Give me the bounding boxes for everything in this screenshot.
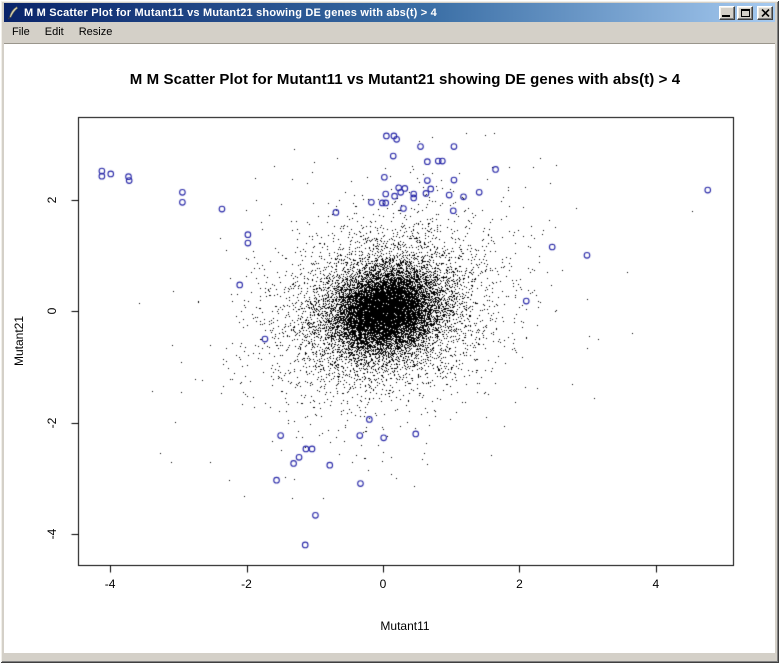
menu-resize[interactable]: Resize — [78, 26, 113, 38]
x-tick-label: -2 — [241, 577, 252, 591]
close-button[interactable] — [757, 5, 773, 20]
maximize-icon — [740, 8, 750, 17]
menu-file[interactable]: File — [12, 26, 30, 38]
y-tick-label: -2 — [45, 417, 59, 429]
y-axis-label: Mutant21 — [12, 315, 26, 367]
plot-title: M M Scatter Plot for Mutant11 vs Mutant2… — [129, 71, 681, 88]
x-tick-label: 0 — [379, 577, 387, 591]
y-tick-label: -4 — [45, 528, 59, 540]
title-bar[interactable]: M M Scatter Plot for Mutant11 vs Mutant2… — [4, 3, 775, 22]
y-tick-label: 2 — [45, 196, 59, 203]
window-title: M M Scatter Plot for Mutant11 vs Mutant2… — [24, 6, 437, 19]
plot-client-area: M M Scatter Plot for Mutant11 vs Mutant2… — [4, 43, 775, 653]
menu-bar: File Edit Resize — [4, 22, 775, 42]
x-tick-label: -4 — [104, 577, 116, 591]
menu-edit[interactable]: Edit — [44, 26, 64, 38]
minimize-button[interactable] — [719, 5, 735, 20]
y-tick-label: 0 — [45, 307, 59, 315]
quill-icon — [7, 5, 18, 19]
minimize-icon — [722, 14, 730, 17]
x-tick-label: 4 — [652, 577, 660, 591]
x-axis-label: Mutant11 — [380, 619, 430, 633]
x-tick-label: 2 — [516, 577, 523, 591]
close-icon — [760, 8, 770, 17]
scatter-plot-canvas — [64, 103, 744, 578]
maximize-button[interactable] — [737, 5, 753, 20]
